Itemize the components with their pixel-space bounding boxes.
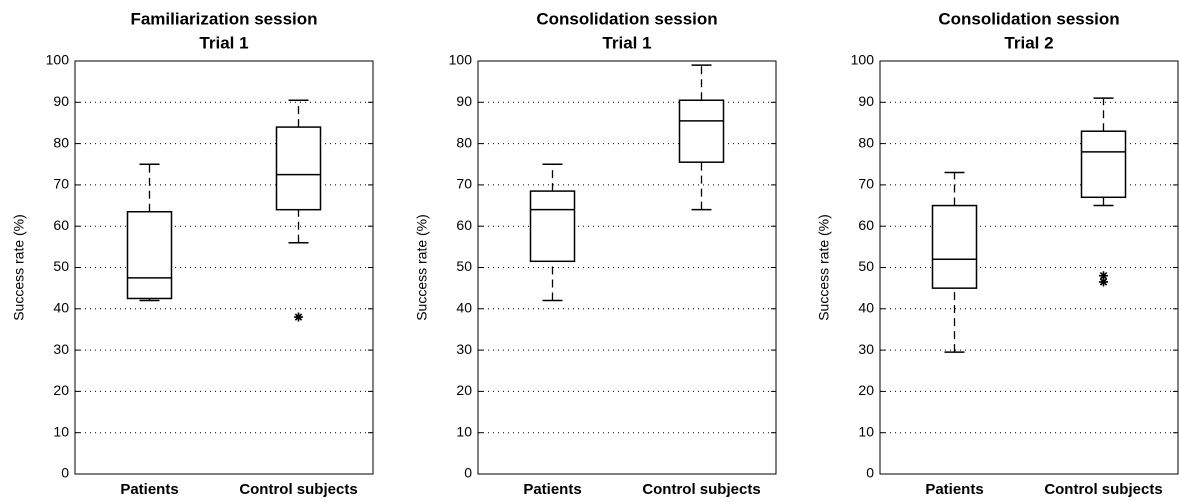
chart-title: Trial 1	[602, 33, 651, 52]
y-tick-label: 40	[53, 300, 69, 316]
outlier	[1099, 277, 1108, 287]
plot-frame	[879, 60, 1179, 475]
y-tick-label: 80	[456, 134, 472, 150]
outlier	[1099, 271, 1108, 281]
box	[529, 190, 576, 263]
y-axis-label: Success rate (%)	[414, 214, 430, 321]
plot-frame	[477, 60, 777, 475]
y-tick-label: 30	[456, 341, 472, 357]
y-tick-label: 50	[53, 258, 69, 274]
panel: Consolidation session Trial 2 Success rate…	[816, 9, 1179, 498]
chart-title: Trial 2	[1004, 33, 1053, 52]
chart-title: Consolidation session	[536, 9, 717, 28]
y-tick-label: 60	[456, 217, 472, 233]
y-tick-label: 60	[53, 217, 69, 233]
y-tick-label: 40	[858, 300, 874, 316]
y-axis-label: Success rate (%)	[816, 214, 832, 321]
y-tick-label: 20	[858, 382, 874, 398]
y-tick-label: 100	[851, 52, 875, 68]
chart-title: Familiarization session	[130, 9, 317, 28]
y-tick-label: 50	[456, 258, 472, 274]
y-tick-label: 70	[858, 176, 874, 192]
y-tick-label: 80	[858, 134, 874, 150]
chart-title: Consolidation session	[938, 9, 1119, 28]
y-tick-label: 90	[53, 93, 69, 109]
y-tick-label: 0	[61, 465, 69, 481]
y-tick-label: 70	[456, 176, 472, 192]
plot-frame	[74, 60, 374, 475]
y-tick-label: 100	[46, 52, 70, 68]
y-tick-label: 10	[858, 423, 874, 439]
x-tick-label: Control subjects	[1044, 481, 1162, 498]
y-tick-label: 40	[456, 300, 472, 316]
y-tick-label: 0	[464, 465, 472, 481]
y-tick-label: 20	[53, 382, 69, 398]
x-tick-label: Patients	[120, 481, 178, 498]
outlier	[294, 312, 303, 322]
y-tick-label: 60	[858, 217, 874, 233]
y-tick-label: 20	[456, 382, 472, 398]
x-tick-label: Control subjects	[239, 481, 357, 498]
box	[678, 99, 725, 163]
y-tick-label: 80	[53, 134, 69, 150]
y-tick-label: 30	[858, 341, 874, 357]
y-axis-label: Success rate (%)	[11, 214, 27, 321]
y-tick-label: 70	[53, 176, 69, 192]
x-tick-label: Patients	[523, 481, 581, 498]
box	[126, 210, 173, 300]
y-tick-label: 90	[456, 93, 472, 109]
chart-title: Trial 1	[199, 33, 248, 52]
panel: Familiarization session Trial 1 Success ra…	[11, 9, 374, 498]
box	[275, 126, 322, 211]
y-tick-label: 10	[53, 423, 69, 439]
y-tick-label: 100	[449, 52, 473, 68]
y-tick-label: 50	[858, 258, 874, 274]
y-tick-label: 10	[456, 423, 472, 439]
y-tick-label: 0	[866, 465, 874, 481]
y-tick-label: 90	[858, 93, 874, 109]
y-tick-label: 30	[53, 341, 69, 357]
box	[931, 204, 978, 289]
panel: Consolidation session Trial 1 Success rate…	[414, 9, 777, 498]
x-tick-label: Patients	[925, 481, 983, 498]
box	[1080, 130, 1127, 199]
x-tick-label: Control subjects	[642, 481, 760, 498]
